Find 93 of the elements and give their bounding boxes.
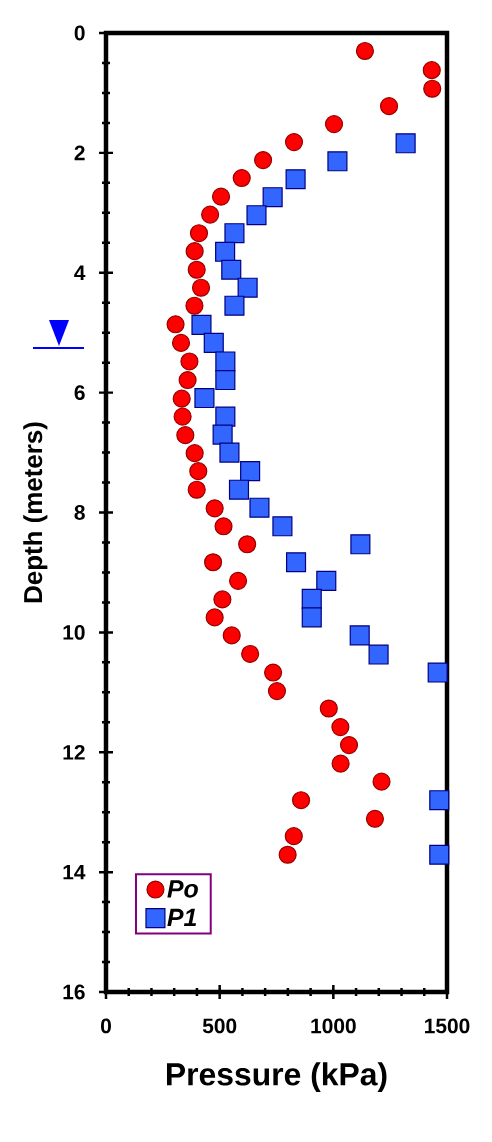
y-tick-label: 12 [63, 744, 85, 760]
point [172, 389, 191, 408]
point [176, 426, 195, 445]
point [185, 444, 204, 463]
point [214, 517, 233, 536]
point [203, 332, 224, 353]
point [331, 718, 350, 737]
point [264, 663, 283, 682]
legend-label: P1 [167, 908, 197, 926]
y-axis-title: Depth (meters) [23, 422, 48, 603]
point [355, 41, 374, 61]
point [395, 133, 416, 154]
point [285, 552, 307, 573]
point [205, 608, 224, 627]
point [194, 387, 215, 409]
y-tick-label: 16 [63, 984, 85, 1000]
point [238, 535, 257, 554]
point [272, 516, 293, 537]
point [284, 827, 303, 846]
point [228, 479, 250, 500]
y-tick-label: 6 [74, 385, 85, 401]
point [215, 369, 236, 391]
point [262, 187, 283, 208]
point [180, 352, 199, 371]
point [285, 169, 306, 190]
point [372, 772, 391, 791]
point [278, 845, 297, 864]
point [291, 791, 311, 810]
point [178, 370, 197, 390]
point [229, 571, 248, 590]
point [429, 844, 450, 865]
point [422, 61, 441, 80]
point [187, 260, 206, 279]
point [319, 699, 338, 718]
point [368, 644, 389, 665]
point [224, 295, 245, 316]
point [215, 406, 236, 427]
point [324, 115, 344, 134]
point [349, 625, 370, 646]
point [316, 570, 337, 591]
point [224, 223, 245, 244]
legend-label: Po [167, 880, 198, 898]
x-tick-label: 1000 [311, 1018, 356, 1034]
point [301, 607, 322, 628]
x-tick-label: 0 [101, 1018, 111, 1034]
point [284, 133, 304, 152]
point [254, 151, 273, 170]
point [241, 644, 260, 664]
x-tick-label: 1500 [425, 1018, 470, 1034]
point [191, 314, 212, 335]
point [249, 497, 270, 518]
point [205, 499, 224, 518]
point [429, 790, 450, 811]
point [204, 553, 223, 572]
point [211, 187, 231, 206]
point [191, 278, 211, 297]
point [237, 277, 258, 298]
point [331, 754, 350, 773]
point [350, 534, 371, 555]
x-tick-label: 500 [202, 1018, 237, 1034]
point [267, 682, 287, 701]
point [379, 97, 399, 116]
point [219, 442, 240, 463]
y-tick-label: 2 [74, 145, 85, 161]
point [171, 333, 191, 352]
point [246, 205, 267, 226]
point [215, 351, 236, 372]
point [222, 626, 241, 645]
point [215, 241, 236, 262]
point [423, 79, 442, 98]
y-tick-label: 14 [63, 864, 86, 880]
point [213, 590, 232, 609]
y-tick-label: 0 [74, 25, 85, 41]
point [221, 259, 242, 280]
point [173, 407, 192, 426]
point [201, 205, 220, 224]
x-axis-title: Pressure (kPa) [166, 1062, 387, 1092]
y-tick-label: 4 [74, 265, 86, 280]
point [232, 168, 251, 188]
point [185, 242, 204, 261]
point [240, 461, 261, 482]
point [187, 480, 206, 499]
point [427, 662, 448, 683]
y-tick-label: 8 [74, 505, 85, 520]
point [339, 736, 359, 755]
point [189, 462, 208, 481]
point [212, 424, 233, 445]
point [189, 224, 209, 243]
point [166, 315, 185, 334]
point [365, 809, 385, 828]
point [185, 296, 204, 315]
y-tick-label: 10 [63, 624, 85, 640]
point [327, 151, 348, 172]
